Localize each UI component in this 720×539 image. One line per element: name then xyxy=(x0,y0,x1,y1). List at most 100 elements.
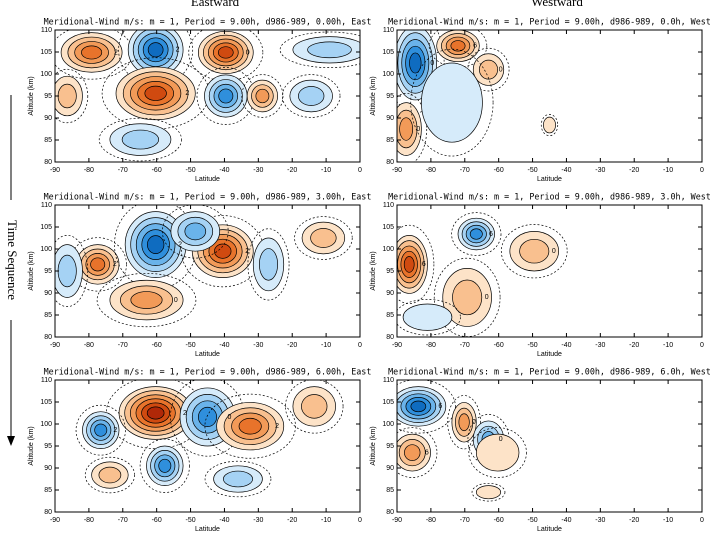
x-tick-label: -60 xyxy=(152,342,162,349)
x-tick-label: -90 xyxy=(392,517,402,524)
zero-contour xyxy=(55,235,89,307)
y-tick-label: 110 xyxy=(41,202,52,209)
zero-contour xyxy=(397,380,456,434)
contour-fill xyxy=(421,62,483,143)
zero-contour xyxy=(241,74,284,118)
contour-fill xyxy=(214,243,232,259)
x-tick-label: 0 xyxy=(358,342,362,349)
y-tick-label: 90 xyxy=(386,290,394,297)
contour-label: 2 xyxy=(178,241,182,248)
x-tick-label: -40 xyxy=(219,167,229,174)
zero-contour xyxy=(188,30,264,82)
x-tick-label: 0 xyxy=(700,167,704,174)
x-tick-label: -90 xyxy=(392,167,402,174)
contour-field xyxy=(397,212,568,337)
x-tick-label: -80 xyxy=(84,167,94,174)
contour-field xyxy=(55,205,353,328)
x-tick-label: -70 xyxy=(118,517,128,524)
time-arrow-head xyxy=(7,436,15,446)
contour-fill xyxy=(450,40,466,52)
contour-fill xyxy=(218,88,234,104)
zero-contour xyxy=(96,272,197,328)
contour-fill xyxy=(307,41,352,59)
y-tick-label: 100 xyxy=(40,421,52,428)
contour-fill xyxy=(238,417,262,435)
x-tick-label: -10 xyxy=(321,342,331,349)
x-axis-label: Latitude xyxy=(537,176,562,183)
contour-fill xyxy=(198,406,218,427)
y-tick-label: 110 xyxy=(383,27,394,34)
contour-fill xyxy=(121,129,160,150)
contour-fill xyxy=(475,485,502,500)
contour-fill xyxy=(184,222,207,241)
contour-fill xyxy=(402,303,453,331)
x-tick-label: -50 xyxy=(527,167,537,174)
x-tick-label: 0 xyxy=(358,167,362,174)
x-tick-label: -10 xyxy=(663,517,673,524)
y-tick-label: 85 xyxy=(386,487,394,494)
x-tick-label: -70 xyxy=(460,517,470,524)
zero-contour xyxy=(397,30,445,114)
panel-title: Meridional-Wind m/s: m = 1, Period = 9.0… xyxy=(44,367,372,377)
zero-contour xyxy=(397,224,435,304)
zero-contour xyxy=(451,212,502,256)
y-axis-label: Altitude (km) xyxy=(370,251,377,290)
contour-fill xyxy=(301,394,328,419)
zero-contour xyxy=(540,113,559,137)
y-tick-label: 85 xyxy=(386,137,394,144)
contour-label: 2 xyxy=(183,410,187,417)
x-tick-label: -50 xyxy=(527,517,537,524)
contour-label: 0 xyxy=(416,126,420,133)
zero-contour xyxy=(285,380,344,434)
x-tick-label: -10 xyxy=(663,342,673,349)
x-tick-label: -60 xyxy=(152,167,162,174)
contour-label: 0 xyxy=(228,414,232,421)
x-tick-label: -20 xyxy=(629,517,639,524)
x-tick-label: -20 xyxy=(287,342,297,349)
y-tick-label: 85 xyxy=(44,312,52,319)
contour-fill xyxy=(223,470,253,488)
y-axis-label: Altitude (km) xyxy=(370,426,377,465)
contour-fill xyxy=(146,235,165,254)
contour-label: 0 xyxy=(499,436,503,443)
zero-contour xyxy=(397,427,438,478)
contour-fill xyxy=(255,88,270,104)
y-axis-label: Altitude (km) xyxy=(28,426,35,465)
y-tick-label: 105 xyxy=(382,399,394,406)
y-tick-label: 100 xyxy=(40,71,52,78)
x-tick-label: -10 xyxy=(321,517,331,524)
x-tick-label: 0 xyxy=(358,517,362,524)
x-tick-label: -80 xyxy=(426,517,436,524)
x-tick-label: -90 xyxy=(392,342,402,349)
x-tick-label: -60 xyxy=(494,517,504,524)
x-tick-label: -10 xyxy=(663,167,673,174)
contour-field xyxy=(75,380,344,498)
contour-fill xyxy=(475,433,520,472)
contour-label: 0 xyxy=(246,49,250,56)
panel-title: Meridional-Wind m/s: m = 1, Period = 9.0… xyxy=(388,367,711,377)
zero-contour xyxy=(162,205,229,259)
contour-field xyxy=(397,30,559,162)
contour-fill xyxy=(90,257,106,272)
y-axis-label: Altitude (km) xyxy=(370,76,377,115)
x-tick-label: -70 xyxy=(118,342,128,349)
x-tick-label: -20 xyxy=(629,342,639,349)
zero-contour xyxy=(84,456,135,494)
contour-fill xyxy=(57,83,77,109)
x-tick-label: -10 xyxy=(321,167,331,174)
zero-contour xyxy=(98,117,182,162)
panel-title: Meridional-Wind m/s: m = 1, Period = 9.0… xyxy=(44,17,372,27)
contour-fill xyxy=(81,45,103,60)
x-axis-label: Latitude xyxy=(195,526,220,533)
panel-title: Meridional-Wind m/s: m = 1, Period = 9.0… xyxy=(44,192,372,202)
zero-contour xyxy=(468,427,527,478)
y-tick-label: 90 xyxy=(386,115,394,122)
y-tick-label: 95 xyxy=(44,268,52,275)
side-label: Time Sequence xyxy=(5,220,20,300)
x-tick-label: -80 xyxy=(426,342,436,349)
x-axis-label: Latitude xyxy=(195,351,220,358)
x-axis-label: Latitude xyxy=(537,351,562,358)
contour-fill xyxy=(130,291,163,309)
y-tick-label: 100 xyxy=(382,246,394,253)
contour-field xyxy=(55,30,360,162)
